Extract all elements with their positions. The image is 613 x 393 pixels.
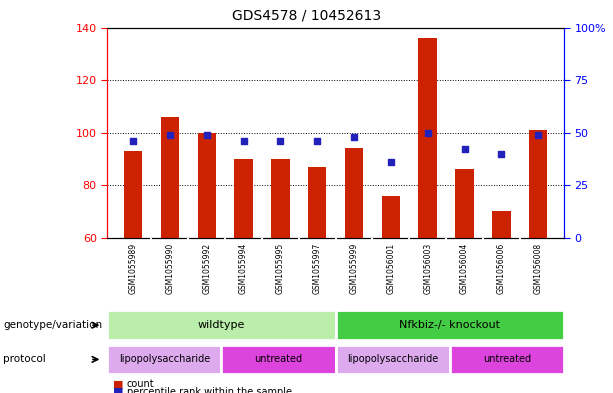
Bar [345, 149, 364, 238]
Bar [336, 310, 564, 340]
Text: lipopolysaccharide: lipopolysaccharide [347, 354, 438, 364]
Text: GSM1056001: GSM1056001 [386, 243, 395, 294]
Text: GSM1056008: GSM1056008 [534, 243, 543, 294]
Text: percentile rank within the sample: percentile rank within the sample [127, 387, 292, 393]
Bar [107, 310, 336, 340]
Text: protocol: protocol [3, 354, 46, 364]
Text: genotype/variation: genotype/variation [3, 320, 102, 330]
Point [128, 138, 138, 144]
Bar [161, 117, 179, 238]
Text: GSM1055999: GSM1055999 [349, 243, 359, 294]
Point [202, 132, 211, 138]
Text: wildtype: wildtype [198, 320, 245, 330]
Bar [197, 132, 216, 238]
Text: untreated: untreated [254, 354, 303, 364]
Text: GSM1055989: GSM1055989 [129, 243, 137, 294]
Point [423, 129, 433, 136]
Text: ■: ■ [113, 387, 124, 393]
Bar [107, 345, 221, 374]
Bar [221, 345, 336, 374]
Bar [124, 151, 142, 238]
Point [386, 159, 396, 165]
Point [497, 151, 506, 157]
Text: GSM1055995: GSM1055995 [276, 243, 285, 294]
Point [165, 132, 175, 138]
Text: lipopolysaccharide: lipopolysaccharide [119, 354, 210, 364]
Bar [492, 211, 511, 238]
Point [312, 138, 322, 144]
Text: count: count [127, 379, 154, 389]
Bar [234, 159, 253, 238]
Point [533, 132, 543, 138]
Text: untreated: untreated [483, 354, 531, 364]
Text: GSM1056006: GSM1056006 [497, 243, 506, 294]
Text: GSM1055994: GSM1055994 [239, 243, 248, 294]
Text: GDS4578 / 10452613: GDS4578 / 10452613 [232, 9, 381, 23]
Text: GSM1055997: GSM1055997 [313, 243, 322, 294]
Point [460, 146, 470, 152]
Bar [336, 345, 450, 374]
Text: GSM1056004: GSM1056004 [460, 243, 469, 294]
Bar [271, 159, 289, 238]
Bar [382, 196, 400, 238]
Bar [308, 167, 326, 238]
Bar [529, 130, 547, 238]
Text: ■: ■ [113, 379, 124, 389]
Bar [419, 38, 437, 238]
Text: GSM1055992: GSM1055992 [202, 243, 211, 294]
Bar [455, 169, 474, 238]
Text: Nfkbiz-/- knockout: Nfkbiz-/- knockout [399, 320, 500, 330]
Bar [450, 345, 564, 374]
Point [238, 138, 248, 144]
Point [349, 134, 359, 140]
Text: GSM1055990: GSM1055990 [166, 243, 174, 294]
Point [275, 138, 285, 144]
Text: GSM1056003: GSM1056003 [423, 243, 432, 294]
